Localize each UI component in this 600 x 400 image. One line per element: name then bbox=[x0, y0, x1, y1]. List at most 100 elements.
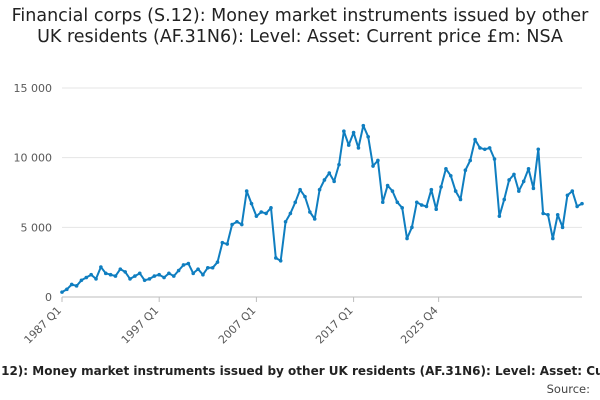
data-point[interactable] bbox=[351, 130, 356, 135]
data-point[interactable] bbox=[254, 214, 259, 218]
data-point[interactable] bbox=[123, 270, 127, 274]
data-point[interactable] bbox=[69, 282, 74, 287]
data-point[interactable] bbox=[312, 217, 317, 221]
data-point[interactable] bbox=[390, 189, 395, 193]
data-point[interactable] bbox=[60, 290, 64, 294]
data-point[interactable] bbox=[249, 201, 254, 206]
data-point[interactable] bbox=[400, 206, 404, 210]
data-point[interactable] bbox=[429, 187, 434, 192]
data-point[interactable] bbox=[541, 211, 545, 216]
data-point[interactable] bbox=[565, 193, 570, 198]
data-point[interactable] bbox=[317, 187, 322, 192]
data-point[interactable] bbox=[133, 274, 137, 278]
data-point[interactable] bbox=[551, 236, 555, 241]
data-point[interactable] bbox=[283, 219, 288, 224]
data-point[interactable] bbox=[526, 167, 531, 171]
data-point[interactable] bbox=[434, 207, 439, 212]
data-point[interactable] bbox=[342, 129, 346, 133]
data-point[interactable] bbox=[376, 158, 380, 163]
data-point[interactable] bbox=[463, 168, 468, 173]
data-point[interactable] bbox=[419, 203, 424, 207]
data-point[interactable] bbox=[308, 210, 312, 214]
data-point[interactable] bbox=[201, 272, 205, 277]
data-point[interactable] bbox=[162, 275, 166, 280]
data-point[interactable] bbox=[458, 197, 463, 202]
data-point[interactable] bbox=[65, 287, 69, 292]
data-point[interactable] bbox=[366, 134, 370, 139]
data-point[interactable] bbox=[531, 186, 536, 191]
data-point[interactable] bbox=[575, 204, 579, 209]
data-point[interactable] bbox=[210, 265, 215, 270]
data-point[interactable] bbox=[244, 189, 249, 193]
data-point[interactable] bbox=[128, 277, 132, 281]
data-point[interactable] bbox=[497, 214, 502, 218]
data-point[interactable] bbox=[448, 173, 453, 178]
data-point[interactable] bbox=[414, 200, 419, 205]
data-point[interactable] bbox=[235, 219, 239, 224]
data-point[interactable] bbox=[322, 178, 327, 182]
data-point[interactable] bbox=[473, 137, 477, 142]
data-point[interactable] bbox=[405, 236, 409, 241]
data-point[interactable] bbox=[468, 158, 473, 163]
data-point[interactable] bbox=[230, 222, 234, 227]
data-point[interactable] bbox=[395, 200, 400, 205]
data-point[interactable] bbox=[137, 271, 142, 276]
data-point[interactable] bbox=[507, 178, 511, 182]
data-point[interactable] bbox=[327, 171, 332, 175]
data-point[interactable] bbox=[555, 212, 560, 217]
data-point[interactable] bbox=[492, 157, 497, 161]
data-point[interactable] bbox=[332, 179, 336, 184]
data-point[interactable] bbox=[74, 284, 79, 288]
data-point[interactable] bbox=[99, 265, 103, 269]
data-point[interactable] bbox=[147, 277, 152, 281]
data-point[interactable] bbox=[186, 261, 191, 266]
data-point[interactable] bbox=[274, 256, 278, 260]
data-point[interactable] bbox=[298, 187, 302, 192]
data-point[interactable] bbox=[517, 189, 521, 193]
data-point[interactable] bbox=[269, 206, 273, 210]
data-point[interactable] bbox=[196, 267, 200, 271]
data-point[interactable] bbox=[444, 167, 448, 171]
data-point[interactable] bbox=[487, 146, 492, 150]
data-point[interactable] bbox=[560, 225, 565, 230]
data-point[interactable] bbox=[225, 242, 230, 246]
data-point[interactable] bbox=[512, 172, 516, 177]
data-point[interactable] bbox=[113, 274, 118, 278]
data-point[interactable] bbox=[278, 258, 283, 263]
data-point[interactable] bbox=[521, 179, 526, 184]
data-point[interactable] bbox=[380, 200, 385, 205]
data-point[interactable] bbox=[205, 265, 210, 270]
data-point[interactable] bbox=[337, 162, 341, 167]
data-point[interactable] bbox=[546, 212, 550, 217]
data-point[interactable] bbox=[152, 274, 157, 278]
data-point[interactable] bbox=[288, 211, 293, 216]
data-point[interactable] bbox=[181, 263, 186, 267]
data-point[interactable] bbox=[157, 272, 161, 277]
data-point[interactable] bbox=[580, 201, 584, 206]
data-point[interactable] bbox=[385, 183, 390, 188]
data-point[interactable] bbox=[303, 194, 307, 199]
data-point[interactable] bbox=[346, 143, 351, 147]
data-point[interactable] bbox=[478, 146, 482, 150]
data-point[interactable] bbox=[424, 204, 429, 209]
data-point[interactable] bbox=[220, 240, 225, 245]
data-point[interactable] bbox=[240, 222, 244, 227]
data-point[interactable] bbox=[108, 272, 113, 277]
data-point[interactable] bbox=[570, 189, 575, 193]
data-point[interactable] bbox=[259, 210, 264, 214]
data-point[interactable] bbox=[171, 274, 176, 278]
data-point[interactable] bbox=[536, 147, 541, 152]
data-point[interactable] bbox=[371, 164, 375, 168]
data-point[interactable] bbox=[356, 146, 361, 150]
data-point[interactable] bbox=[103, 271, 108, 276]
data-point[interactable] bbox=[94, 277, 98, 281]
data-point[interactable] bbox=[191, 271, 196, 276]
data-point[interactable] bbox=[176, 268, 181, 273]
data-point[interactable] bbox=[167, 271, 171, 276]
data-point[interactable] bbox=[502, 197, 507, 202]
data-point[interactable] bbox=[361, 123, 366, 128]
data-point[interactable] bbox=[483, 147, 487, 152]
data-point[interactable] bbox=[118, 267, 123, 271]
data-point[interactable] bbox=[439, 185, 443, 189]
data-point[interactable] bbox=[79, 278, 84, 283]
